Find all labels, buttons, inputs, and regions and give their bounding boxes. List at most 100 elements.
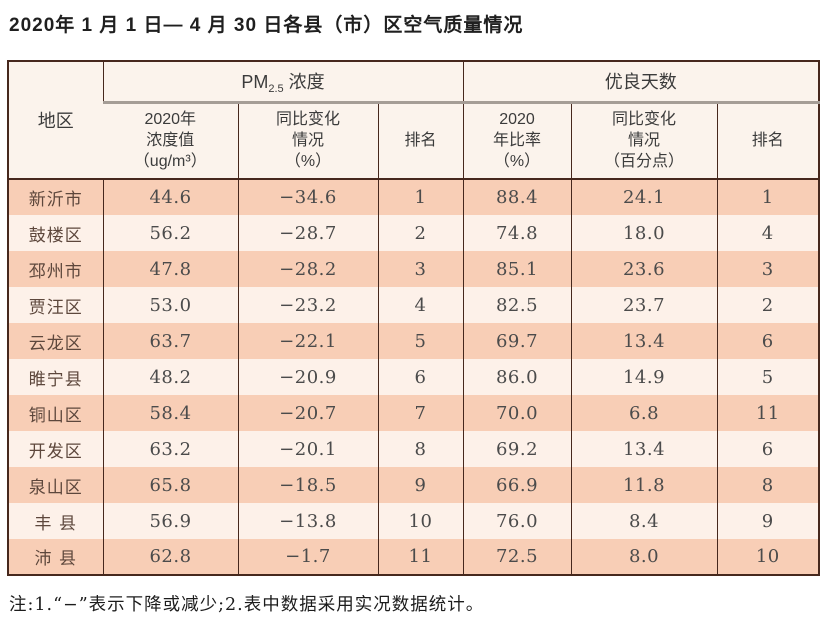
value-cell: 7 — [377, 395, 464, 431]
table-row: 鼓楼区 56.2 −28.7 2 74.8 18.0 4 — [8, 215, 820, 251]
table-row: 丰 县 56.9 −13.8 10 76.0 8.4 9 — [8, 503, 820, 539]
value-cell: 8 — [377, 431, 464, 467]
value-cell: 63.2 — [102, 431, 238, 467]
value-cell: 53.0 — [102, 287, 238, 323]
value-cell: 11 — [716, 395, 820, 431]
value-cell: 66.9 — [462, 467, 572, 503]
value-cell: 11 — [377, 539, 464, 575]
value-cell: 88.4 — [462, 179, 572, 215]
table-row: 开发区 63.2 −20.1 8 69.2 13.4 6 — [8, 431, 820, 467]
value-cell: 56.2 — [102, 215, 238, 251]
col-header-pm25-value: 2020年 浓度值 （ug/m³） — [103, 102, 238, 180]
value-cell: 86.0 — [462, 359, 572, 395]
header-sub-row: 2020年 浓度值 （ug/m³） 同比变化 情况 （%） 排名 2020 年比… — [8, 102, 820, 180]
value-cell: 18.0 — [570, 215, 718, 251]
value-cell: 62.8 — [102, 539, 238, 575]
value-cell: −1.7 — [237, 539, 378, 575]
col-header-region: 地区 — [8, 61, 103, 180]
pm25-label-suffix: 浓度 — [288, 71, 325, 92]
table-row: 沛 县 62.8 −1.7 11 72.5 8.0 10 — [8, 539, 820, 575]
col-header-good-days-group: 优良天数 — [462, 61, 820, 104]
value-cell: 10 — [377, 503, 464, 539]
value-cell: 8.4 — [570, 503, 718, 539]
value-cell: −20.7 — [237, 395, 378, 431]
value-cell: 8.0 — [570, 539, 718, 575]
region-cell: 云龙区 — [28, 333, 83, 354]
pm25-label-subscript: 2.5 — [268, 82, 284, 95]
value-cell: 24.1 — [570, 179, 718, 215]
value-cell: 69.7 — [462, 323, 572, 359]
table-row: 睢宁县 48.2 −20.9 6 86.0 14.9 5 — [8, 359, 820, 395]
page-title: 2020年 1 月 1 日— 4 月 30 日各县（市）区空气质量情况 — [9, 15, 524, 36]
value-cell: 44.6 — [102, 179, 238, 215]
value-cell: 56.9 — [102, 503, 238, 539]
value-cell: 23.7 — [570, 287, 718, 323]
value-cell: 4 — [716, 215, 820, 251]
region-cell: 贾汪区 — [28, 297, 83, 318]
value-cell: 9 — [377, 467, 464, 503]
region-cell: 沛 县 — [34, 549, 77, 569]
value-cell: 58.4 — [102, 395, 238, 431]
value-cell: 65.8 — [102, 467, 238, 503]
value-cell: 9 — [716, 503, 820, 539]
value-cell: −20.1 — [237, 431, 378, 467]
air-quality-table: 地区 PM2.5 浓度 优良天数 2020年 浓度值 （ug/m³） 同比变化 情… — [7, 60, 821, 576]
value-cell: 70.0 — [462, 395, 572, 431]
col-header-pm25-change: 同比变化 情况 （%） — [237, 102, 378, 180]
region-cell: 开发区 — [28, 441, 83, 462]
col-header-pm25-group: PM2.5 浓度 — [102, 61, 464, 104]
table-row: 泉山区 65.8 −18.5 9 66.9 11.8 8 — [8, 467, 820, 503]
region-cell: 新沂市 — [28, 190, 83, 210]
table-row: 邳州市 47.8 −28.2 3 85.1 23.6 3 — [8, 251, 820, 287]
value-cell: 8 — [716, 467, 820, 503]
value-cell: 13.4 — [570, 323, 718, 359]
value-cell: 85.1 — [462, 251, 572, 287]
value-cell: 11.8 — [570, 467, 718, 503]
col-header-gooddays-change: 同比变化 情况 （百分点） — [570, 102, 718, 180]
col-header-gooddays-rank: 排名 — [716, 102, 820, 180]
value-cell: −28.7 — [237, 215, 378, 251]
value-cell: 5 — [716, 359, 820, 395]
header-group-row: 地区 PM2.5 浓度 优良天数 — [8, 61, 820, 180]
value-cell: −22.1 — [237, 323, 378, 359]
value-cell: 3 — [377, 251, 464, 287]
region-cell: 铜山区 — [28, 405, 83, 426]
region-cell: 丰 县 — [34, 513, 77, 534]
table-row: 铜山区 58.4 −20.7 7 70.0 6.8 11 — [8, 395, 820, 431]
table-body: 新沂市 44.6 −34.6 1 88.4 24.1 1 鼓楼区 56.2 −28.7 2 74.8 1… — [8, 179, 820, 575]
value-cell: 3 — [716, 251, 820, 287]
table-header: 地区 PM2.5 浓度 优良天数 2020年 浓度值 （ug/m³） 同比变化 情… — [8, 61, 820, 180]
col-header-pm25-rank: 排名 — [377, 102, 464, 180]
value-cell: −18.5 — [237, 467, 378, 503]
value-cell: −20.9 — [237, 359, 378, 395]
value-cell: 10 — [716, 539, 820, 575]
value-cell: −23.2 — [237, 287, 378, 323]
value-cell: 6 — [716, 323, 820, 359]
value-cell: 2 — [377, 215, 464, 251]
value-cell: 2 — [716, 287, 820, 323]
value-cell: 72.5 — [462, 539, 572, 575]
value-cell: 6 — [377, 359, 464, 395]
value-cell: 63.7 — [102, 323, 238, 359]
value-cell: 69.2 — [462, 431, 572, 467]
table-row: 贾汪区 53.0 −23.2 4 82.5 23.7 2 — [8, 287, 820, 323]
value-cell: 4 — [377, 287, 464, 323]
value-cell: 6 — [716, 431, 820, 467]
value-cell: 23.6 — [570, 251, 718, 287]
value-cell: 47.8 — [102, 251, 238, 287]
value-cell: 82.5 — [462, 287, 572, 323]
table-row: 新沂市 44.6 −34.6 1 88.4 24.1 1 — [8, 179, 820, 215]
region-cell: 睢宁县 — [28, 369, 83, 390]
value-cell: 1 — [716, 179, 820, 215]
value-cell: 13.4 — [570, 431, 718, 467]
value-cell: 76.0 — [462, 503, 572, 539]
value-cell: −34.6 — [237, 179, 378, 215]
value-cell: 6.8 — [570, 395, 718, 431]
value-cell: 74.8 — [462, 215, 572, 251]
col-header-gooddays-rate: 2020 年比率 （%） — [462, 102, 572, 180]
value-cell: 1 — [377, 179, 464, 215]
region-cell: 邳州市 — [28, 261, 83, 282]
value-cell: 48.2 — [102, 359, 238, 395]
value-cell: −28.2 — [237, 251, 378, 287]
